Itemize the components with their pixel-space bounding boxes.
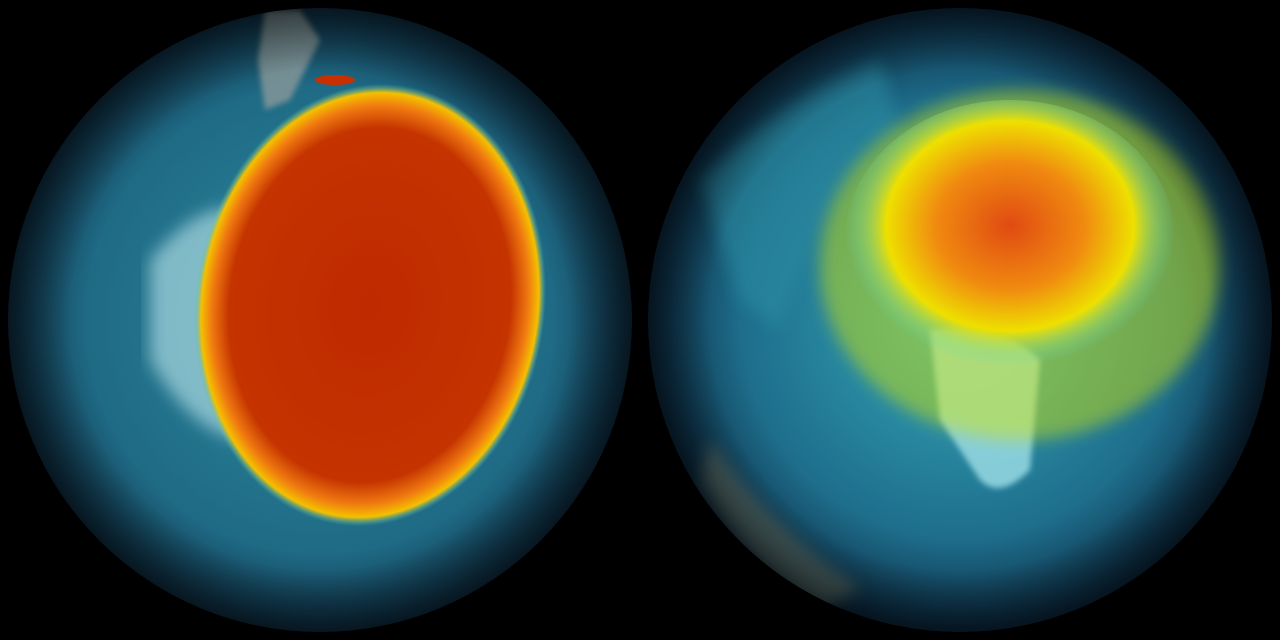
limb-shading (8, 8, 632, 632)
globe-north-polar (648, 8, 1272, 632)
globe-south-polar (8, 8, 632, 632)
limb-shading (648, 8, 1272, 632)
